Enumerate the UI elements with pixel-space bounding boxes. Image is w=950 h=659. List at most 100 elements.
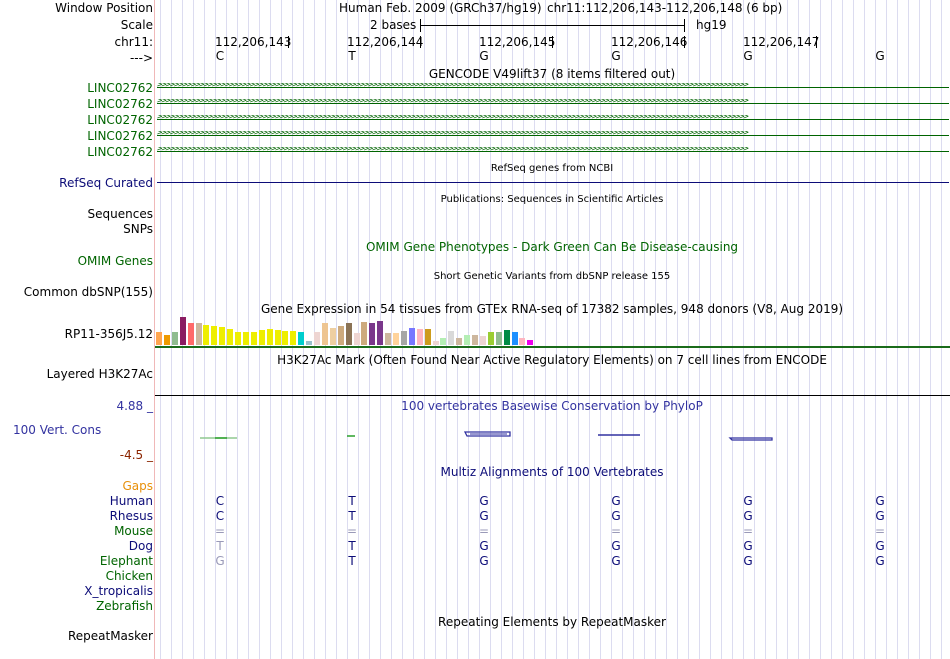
multiz-base: G	[743, 509, 753, 523]
gencode-item-label[interactable]: LINC02762	[87, 81, 153, 95]
gtex-tissue-bar[interactable]	[267, 329, 273, 345]
gtex-tissue-bar[interactable]	[275, 330, 281, 345]
gtex-tissue-bar[interactable]	[156, 332, 162, 345]
gtex-tissue-bar[interactable]	[235, 332, 241, 345]
gtex-tissue-bar[interactable]	[519, 338, 525, 345]
h3k27ac-label[interactable]: Layered H3K27Ac	[46, 367, 153, 381]
multiz-species-label[interactable]: Dog	[128, 539, 153, 553]
grid-line	[754, 0, 755, 659]
gencode-transcript[interactable]: >>>>>>>>>>>>>>>>>>>>>>>>>>>>>>>>>>>>>>>>…	[157, 147, 949, 157]
gtex-tissue-bar[interactable]	[196, 323, 202, 345]
grid-line	[281, 0, 282, 659]
gtex-bar-chart[interactable]	[156, 314, 556, 345]
gtex-tissue-bar[interactable]	[211, 326, 217, 345]
gtex-tissue-bar[interactable]	[393, 333, 399, 345]
gencode-item-label[interactable]: LINC02762	[87, 97, 153, 111]
refseq-label[interactable]: RefSeq Curated	[59, 176, 153, 190]
grid-line	[699, 0, 700, 659]
multiz-base: T	[348, 494, 356, 508]
gtex-tissue-bar[interactable]	[464, 335, 470, 345]
multiz-species-label[interactable]: Zebrafish	[96, 599, 153, 613]
gtex-tissue-bar[interactable]	[251, 332, 257, 345]
gtex-tissue-bar[interactable]	[472, 335, 478, 345]
gtex-tissue-bar[interactable]	[219, 327, 225, 345]
scale-label: Scale	[120, 18, 153, 32]
gtex-tissue-bar[interactable]	[259, 330, 265, 345]
coordinate-label: 112,206,143	[215, 35, 292, 49]
gtex-tissue-bar[interactable]	[290, 331, 296, 345]
gtex-tissue-bar[interactable]	[180, 317, 186, 345]
gtex-tissue-bar[interactable]	[401, 331, 407, 345]
multiz-base: =	[214, 524, 226, 538]
gtex-tissue-bar[interactable]	[203, 325, 209, 345]
gencode-item-label[interactable]: LINC02762	[87, 113, 153, 127]
scale-bar	[420, 25, 685, 26]
gencode-item-label[interactable]: LINC02762	[87, 129, 153, 143]
multiz-species-label[interactable]: Rhesus	[109, 509, 153, 523]
gtex-tissue-bar[interactable]	[488, 332, 494, 345]
chrom-label: chr11:	[114, 35, 153, 49]
grid-line	[842, 0, 843, 659]
multiz-base: G	[875, 494, 885, 508]
gtex-tissue-bar[interactable]	[298, 332, 304, 345]
gtex-tissue-bar[interactable]	[433, 341, 439, 345]
gtex-tissue-bar[interactable]	[512, 332, 518, 345]
gtex-tissue-bar[interactable]	[227, 329, 233, 345]
multiz-species-label[interactable]: X_tropicalis	[84, 584, 153, 598]
gtex-tissue-bar[interactable]	[164, 335, 170, 345]
multiz-species-label[interactable]: Human	[109, 494, 153, 508]
position-readout: chr11:112,206,143-112,206,148 (6 bp)	[547, 1, 783, 15]
gtex-tissue-bar[interactable]	[346, 323, 352, 345]
gtex-tissue-bar[interactable]	[456, 338, 462, 345]
dbsnp-label[interactable]: Common dbSNP(155)	[23, 285, 153, 299]
gtex-tissue-bar[interactable]	[417, 329, 423, 345]
publications-snps-label[interactable]: SNPs	[123, 222, 153, 236]
grid-line	[446, 0, 447, 659]
gtex-tissue-bar[interactable]	[369, 323, 375, 345]
gtex-tissue-bar[interactable]	[361, 322, 367, 345]
multiz-species-label[interactable]: Mouse	[114, 524, 153, 538]
gencode-item-label[interactable]: LINC02762	[87, 145, 153, 159]
gtex-tissue-bar[interactable]	[322, 323, 328, 345]
gtex-tissue-bar[interactable]	[440, 338, 446, 345]
grid-line	[677, 0, 678, 659]
gtex-tissue-bar[interactable]	[409, 328, 415, 345]
gencode-transcript[interactable]: >>>>>>>>>>>>>>>>>>>>>>>>>>>>>>>>>>>>>>>>…	[157, 83, 949, 93]
multiz-species-label[interactable]: Elephant	[99, 554, 153, 568]
repeatmasker-label[interactable]: RepeatMasker	[67, 629, 153, 643]
gencode-transcript[interactable]: >>>>>>>>>>>>>>>>>>>>>>>>>>>>>>>>>>>>>>>>…	[157, 131, 949, 141]
gtex-tissue-bar[interactable]	[314, 332, 320, 345]
gtex-tissue-bar[interactable]	[504, 330, 510, 345]
gtex-tissue-bar[interactable]	[480, 336, 486, 345]
conservation-wiggle[interactable]	[155, 425, 950, 445]
gtex-tissue-bar[interactable]	[496, 332, 502, 345]
gencode-transcript[interactable]: >>>>>>>>>>>>>>>>>>>>>>>>>>>>>>>>>>>>>>>>…	[157, 99, 949, 109]
gtex-tissue-bar[interactable]	[527, 340, 533, 345]
gtex-tissue-bar[interactable]	[338, 326, 344, 345]
conservation-label[interactable]: 100 Vert. Cons	[13, 423, 102, 437]
multiz-base: G	[479, 509, 489, 523]
gtex-tissue-bar[interactable]	[354, 333, 360, 345]
conservation-min-label: -4.5 _	[119, 448, 153, 462]
gtex-tissue-bar[interactable]	[243, 332, 249, 345]
multiz-species-label[interactable]: Chicken	[105, 569, 153, 583]
gencode-transcript-line	[157, 103, 949, 104]
gtex-tissue-bar[interactable]	[188, 323, 194, 345]
gtex-tissue-bar[interactable]	[425, 329, 431, 345]
label-divider	[154, 0, 155, 659]
gtex-label[interactable]: RP11-356J5.12	[64, 327, 153, 341]
refseq-gene-line[interactable]	[157, 182, 949, 183]
gtex-baseline	[155, 346, 950, 348]
gtex-tissue-bar[interactable]	[385, 333, 391, 345]
gtex-tissue-bar[interactable]	[172, 332, 178, 345]
omim-label[interactable]: OMIM Genes	[77, 254, 153, 268]
gtex-tissue-bar[interactable]	[282, 331, 288, 345]
gencode-transcript[interactable]: >>>>>>>>>>>>>>>>>>>>>>>>>>>>>>>>>>>>>>>>…	[157, 115, 949, 125]
gtex-tissue-bar[interactable]	[306, 341, 312, 345]
grid-line	[798, 0, 799, 659]
gtex-tissue-bar[interactable]	[448, 331, 454, 345]
multiz-gaps-label[interactable]: Gaps	[122, 479, 153, 493]
publications-sequences-label[interactable]: Sequences	[87, 207, 153, 221]
gtex-tissue-bar[interactable]	[330, 328, 336, 345]
gtex-tissue-bar[interactable]	[377, 321, 383, 345]
